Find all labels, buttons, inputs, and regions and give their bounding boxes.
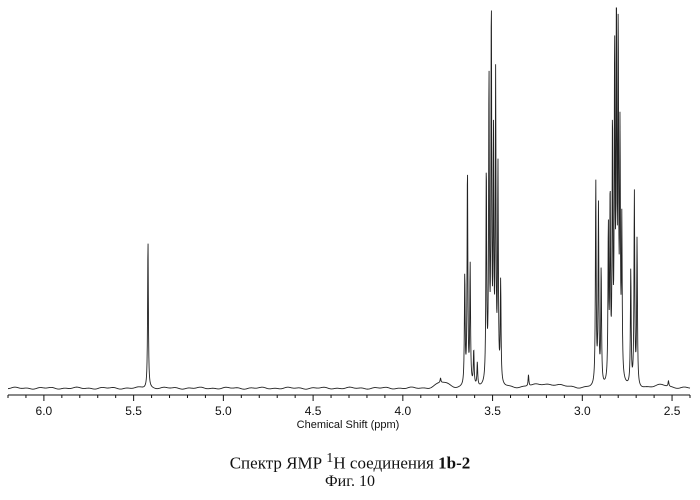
- caption-text: Спектр ЯМР: [230, 454, 327, 473]
- figure-label: Фиг. 10: [0, 473, 700, 491]
- x-tick-label: 5.5: [125, 404, 142, 418]
- caption-nucleus: H соединения: [333, 454, 438, 473]
- spectrum-trace: [8, 8, 690, 389]
- x-tick-label: 3.0: [574, 404, 591, 418]
- x-axis-tick-labels: 6.0 5.5 5.0 4.5 4.0 3.5 3.0 2.5: [36, 404, 681, 418]
- x-tick-label: 4.5: [305, 404, 322, 418]
- x-tick-label: 5.0: [215, 404, 232, 418]
- x-axis-title: Chemical Shift (ppm): [297, 419, 400, 431]
- nmr-spectrum-chart: 6.0 5.5 5.0 4.5 4.0 3.5 3.0 2.5 Chemical Shift …: [0, 0, 700, 445]
- x-axis-ticks: [8, 395, 690, 401]
- x-tick-label: 2.5: [664, 404, 681, 418]
- x-tick-label: 3.5: [484, 404, 501, 418]
- x-tick-label: 6.0: [36, 404, 53, 418]
- x-tick-label: 4.0: [394, 404, 411, 418]
- caption-compound: 1b-2: [438, 454, 470, 473]
- figure-caption: Спектр ЯМР 1H соединения 1b-2: [0, 450, 700, 474]
